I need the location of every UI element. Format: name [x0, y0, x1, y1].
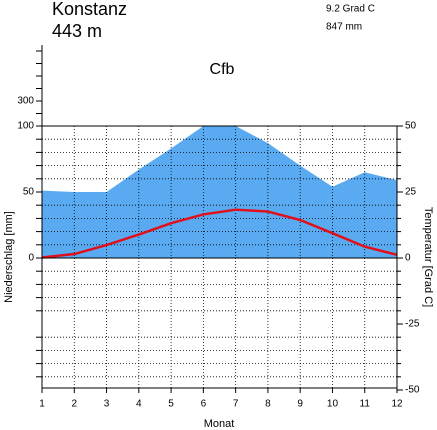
x-tick-label: 1 [39, 399, 45, 410]
x-tick-label: 5 [168, 399, 174, 410]
x-tick-label: 2 [71, 399, 77, 410]
x-axis-label: Monat [204, 418, 235, 430]
x-tick-label: 8 [265, 399, 271, 410]
annotation: Cfb [210, 61, 235, 78]
x-tick-label: 11 [360, 399, 371, 410]
chart-subtitle: 443 m [52, 21, 102, 41]
y2-tick-label: -50 [405, 385, 420, 396]
y2-tick-label: 25 [405, 187, 417, 198]
temperature-line [41, 208, 398, 259]
x-tick-label: 3 [104, 399, 110, 410]
y-tick-label: 300 [17, 96, 34, 107]
x-tick-label: 10 [327, 399, 339, 410]
annotation: 847 mm [326, 22, 362, 33]
precipitation-area [42, 126, 397, 258]
x-tick-label: 12 [391, 399, 403, 410]
y2-tick-label: 0 [405, 253, 411, 264]
y-tick-label: 50 [23, 187, 35, 198]
x-tick-label: 7 [233, 399, 239, 410]
x-tick-label: 6 [201, 399, 207, 410]
chart-title: Konstanz [52, 0, 127, 19]
y2-tick-label: -25 [405, 319, 420, 330]
annotation: 9.2 Grad C [326, 4, 375, 15]
y2-tick-label: 50 [405, 121, 417, 132]
y-tick-label: 0 [28, 253, 34, 264]
x-tick-label: 9 [297, 399, 303, 410]
x-tick-label: 4 [136, 399, 142, 410]
y2-axis-label: Temperatur [Grad C] [422, 207, 434, 307]
y-tick-label: 100 [17, 121, 34, 132]
y-axis-label: Niederschlag [mm] [3, 211, 15, 303]
